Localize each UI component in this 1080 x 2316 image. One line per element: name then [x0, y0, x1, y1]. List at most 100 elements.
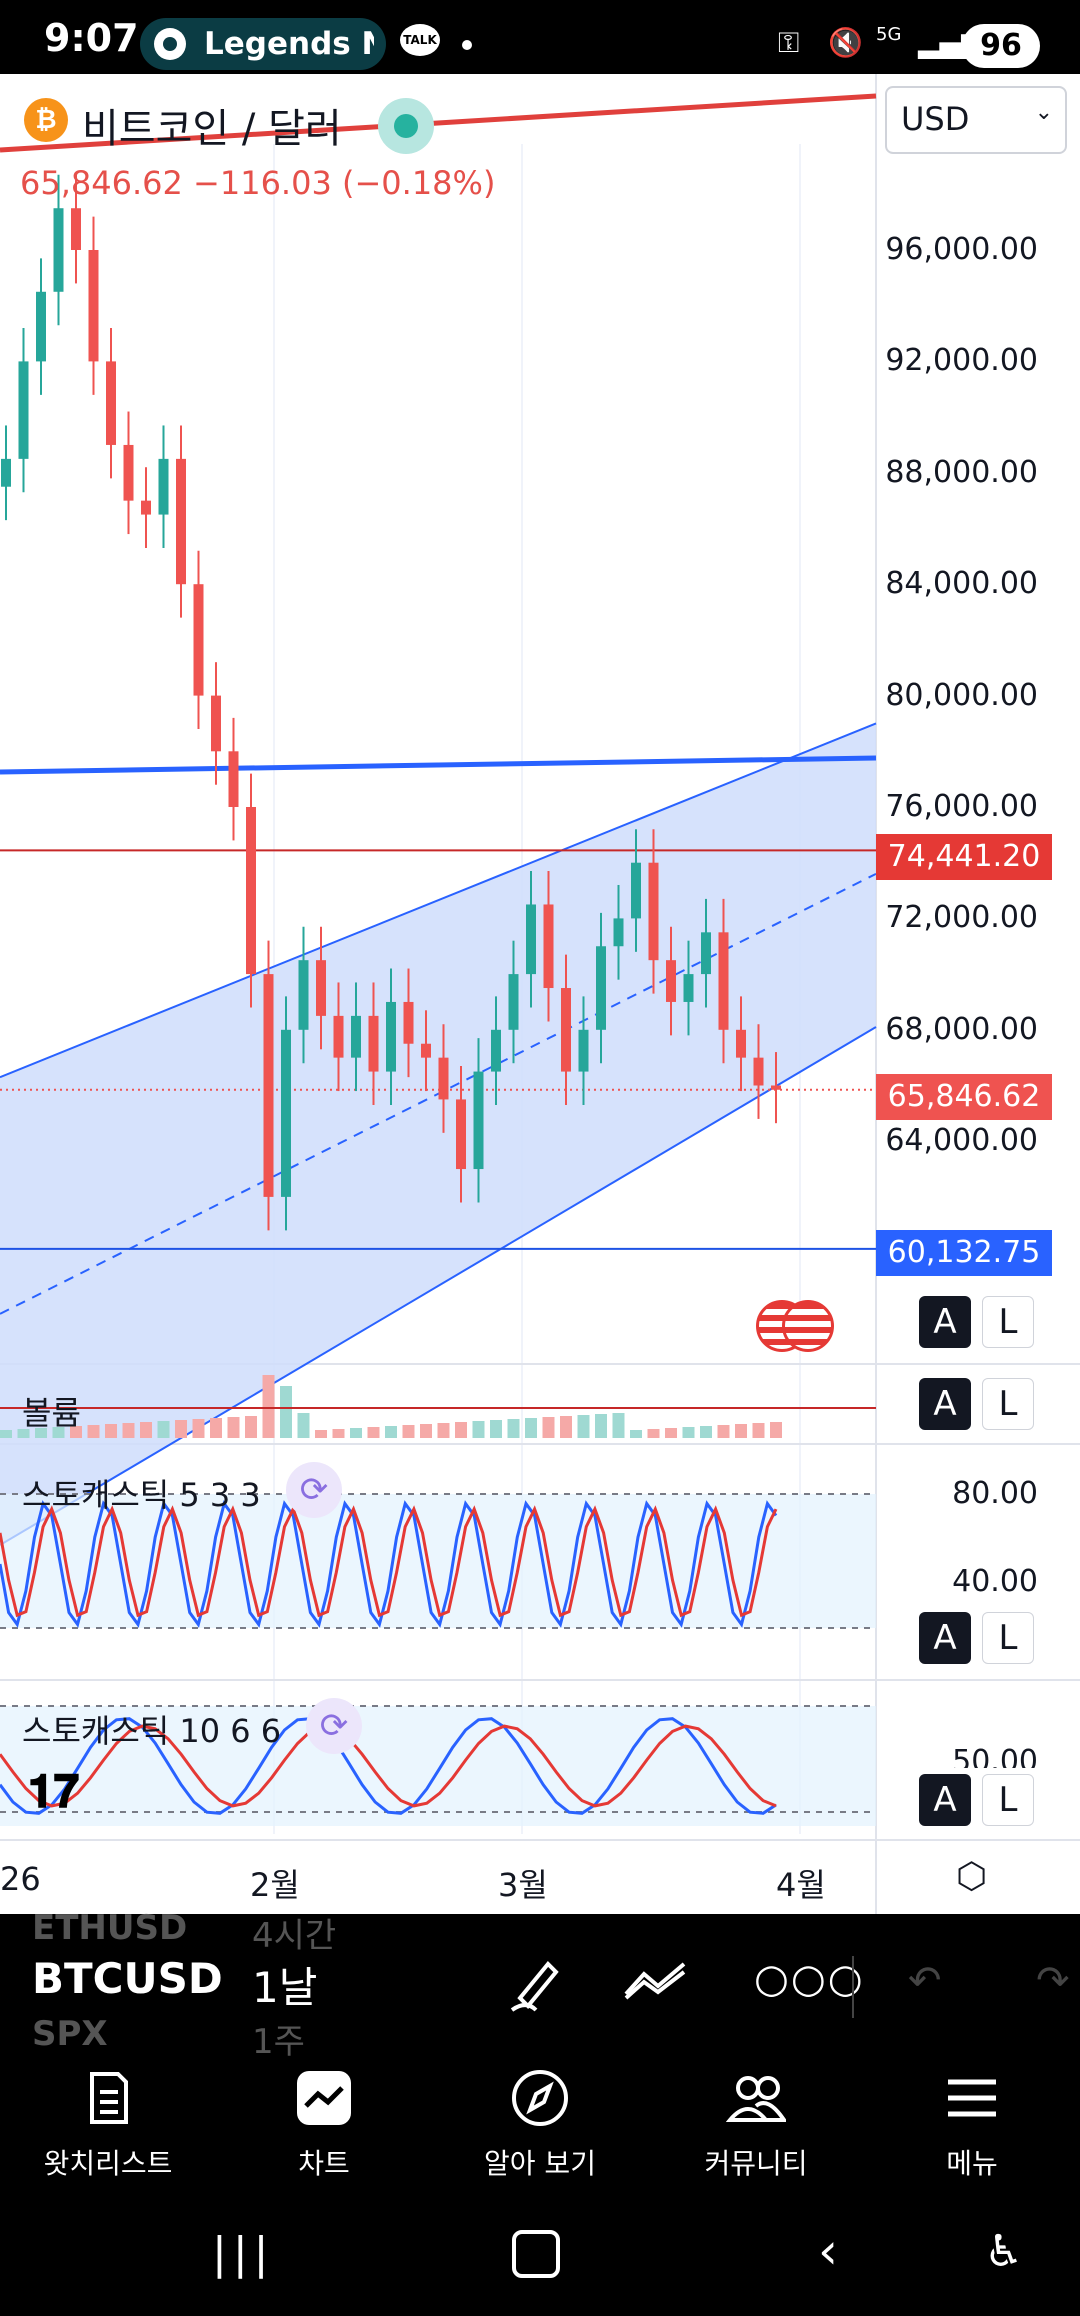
volume-bar	[245, 1416, 257, 1438]
price-axis-label: 96,000.00	[885, 232, 1038, 267]
volume-bar	[612, 1413, 625, 1438]
bitcoin-icon: ₿	[24, 98, 68, 142]
menu-icon	[948, 2079, 996, 2117]
nav-explore[interactable]: 알아 보기	[432, 2056, 648, 2198]
candle-body	[526, 904, 536, 975]
nav-label: 왓치리스트	[43, 2147, 173, 2180]
notification-pill[interactable]: Legends N	[140, 18, 386, 70]
candle-body	[1, 458, 11, 487]
stoch2-d-line	[0, 1724, 777, 1808]
stoch2-auto-scale-button[interactable]: A	[919, 1774, 971, 1826]
chevron-down-icon: ⌄	[1034, 100, 1053, 125]
currency-select[interactable]: USD ⌄	[885, 86, 1067, 154]
us-flag-event-icon[interactable]	[756, 1300, 840, 1352]
redo-icon[interactable]: ↷	[1036, 1958, 1070, 2004]
chart-settings-icon[interactable]: ⬡	[956, 1856, 988, 1897]
volume-panel-label[interactable]: 볼륨	[22, 1394, 81, 1432]
price-change: 65,846.62 −116.03 (−0.18%)	[20, 164, 496, 202]
price-axis-label: 84,000.00	[885, 566, 1038, 601]
bottom-navigation: 왓치리스트 차트 알아 보기 커뮤니티 메뉴	[0, 2056, 1080, 2198]
auto-scale-button[interactable]: A	[919, 1296, 971, 1348]
stoch2-panel-label[interactable]: 스토캐스틱 10 6 6	[22, 1712, 282, 1750]
mute-icon: 🔇	[828, 26, 863, 59]
candle-body	[333, 1015, 344, 1058]
candle-body	[718, 932, 729, 1030]
nav-menu[interactable]: 메뉴	[864, 2056, 1080, 2198]
stoch2-log-scale-button[interactable]: L	[982, 1774, 1034, 1826]
volume-bar	[700, 1426, 712, 1438]
timeframe-picker[interactable]: 1날	[252, 1963, 318, 2012]
battery-indicator: 96	[962, 24, 1040, 68]
stoch1-log-scale-button[interactable]: L	[982, 1612, 1034, 1664]
volume-bar	[367, 1427, 380, 1438]
candle-body	[211, 695, 221, 752]
candle-body	[701, 932, 711, 975]
stoch1-k-line	[0, 1500, 778, 1628]
trend-line-icon[interactable]	[622, 1960, 688, 2000]
nav-community[interactable]: 커뮤니티	[648, 2056, 864, 2198]
back-icon[interactable]: ‹	[818, 2222, 838, 2280]
accessibility-icon[interactable]: ♿	[984, 2226, 1024, 2277]
volume-bar	[420, 1424, 432, 1438]
chart-area[interactable]: ₿ 비트코인 / 달러 65,846.62 −116.03 (−0.18%) U…	[0, 74, 1080, 1914]
volume-bar	[70, 1426, 82, 1438]
candle-body	[683, 974, 694, 1002]
volume-bar	[0, 1430, 12, 1438]
price-axis-label: 72,000.00	[885, 900, 1038, 935]
symbol-next[interactable]: SPX	[32, 2014, 108, 2054]
community-icon	[726, 2076, 786, 2122]
volume-auto-scale-button[interactable]: A	[919, 1378, 971, 1430]
stoch1-panel-label[interactable]: 스토캐스틱 5 3 3	[22, 1476, 261, 1514]
volume-bar	[595, 1414, 607, 1438]
volume-bar	[507, 1419, 520, 1438]
brush-icon[interactable]	[506, 1954, 562, 2014]
watchlist-icon	[90, 2072, 128, 2124]
candle-body	[438, 1057, 449, 1100]
candle-body	[456, 1099, 466, 1170]
candle-body	[596, 946, 606, 1030]
volume-log-scale-button[interactable]: L	[982, 1378, 1034, 1430]
nav-watchlist[interactable]: 왓치리스트	[0, 2056, 216, 2198]
candle-body	[53, 208, 64, 292]
candle-body	[298, 960, 309, 1030]
volume-bar	[87, 1425, 100, 1438]
candle-body	[543, 904, 554, 989]
candle-body	[123, 444, 134, 501]
recent-apps-icon[interactable]: |||	[212, 2228, 275, 2279]
volume-bar	[332, 1429, 345, 1438]
candle-body	[736, 1029, 746, 1058]
more-icon[interactable]: ○○○	[754, 1956, 865, 2002]
stoch1-axis-label: 80.00	[952, 1476, 1038, 1511]
chart-canvas[interactable]	[0, 74, 1080, 1914]
market-status-icon[interactable]	[378, 98, 434, 154]
symbol-picker[interactable]: BTCUSD	[32, 1954, 223, 2003]
time-axis-label: 26	[0, 1860, 41, 1898]
candle-body	[578, 1029, 589, 1072]
volume-bar	[577, 1415, 590, 1438]
candle-body	[176, 458, 186, 585]
candle-body	[631, 862, 641, 919]
candle-body	[158, 458, 169, 515]
undo-icon[interactable]: ↶	[908, 1958, 942, 2004]
nav-label: 메뉴	[946, 2147, 998, 2180]
volume-bar	[350, 1428, 362, 1438]
symbol-title[interactable]: 비트코인 / 달러	[82, 106, 342, 152]
timeframe-next[interactable]: 1주	[252, 2022, 305, 2062]
log-scale-button[interactable]: L	[982, 1296, 1034, 1348]
nav-chart[interactable]: 차트	[216, 2056, 432, 2198]
stoch1-axis-label: 40.00	[952, 1564, 1038, 1599]
volume-bar	[280, 1386, 292, 1438]
refresh-icon[interactable]: ⟳	[306, 1698, 362, 1754]
home-icon[interactable]	[512, 2230, 560, 2278]
price-axis-label: 80,000.00	[885, 678, 1038, 713]
symbol-prev[interactable]: ETHUSD	[32, 1908, 188, 1948]
refresh-icon[interactable]: ⟳	[286, 1462, 342, 1518]
time-axis-label: 2월	[250, 1866, 300, 1904]
candle-body	[71, 208, 81, 250]
signal-5g-icon: 5G	[876, 24, 902, 45]
price-axis-label: 88,000.00	[885, 455, 1038, 490]
timeframe-prev[interactable]: 4시간	[252, 1916, 337, 1956]
more-notifications-icon	[462, 40, 472, 50]
stoch1-auto-scale-button[interactable]: A	[919, 1612, 971, 1664]
volume-bar	[17, 1429, 30, 1438]
